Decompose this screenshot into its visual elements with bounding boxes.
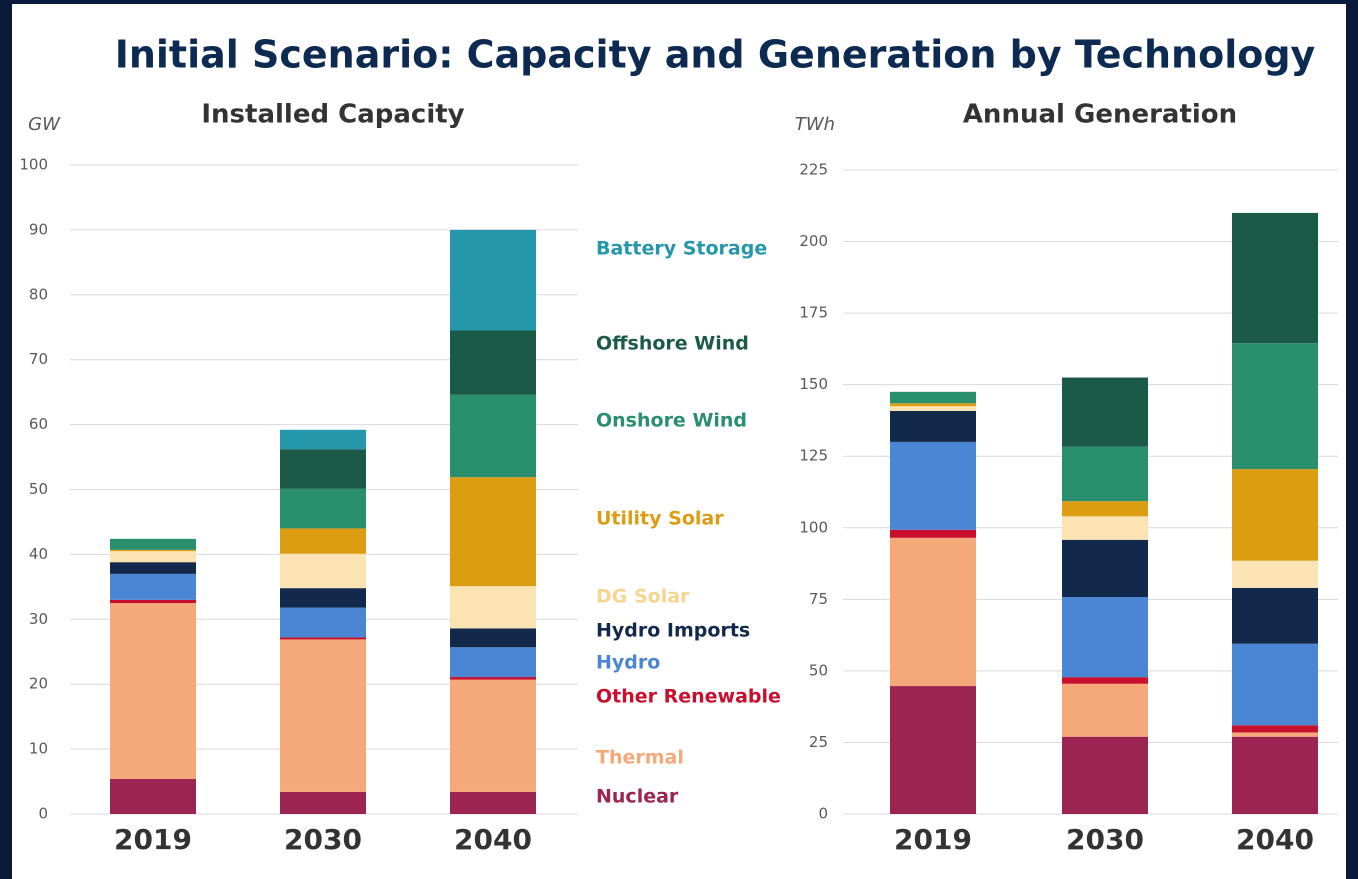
x-tick-label: 2040 (1236, 823, 1314, 856)
y-tick-label: 30 (29, 610, 48, 628)
bar-segment (1062, 501, 1148, 517)
bar-segment (110, 778, 196, 814)
bar-segment (890, 441, 976, 530)
y-tick-label: 125 (799, 447, 828, 465)
y-tick-label: 40 (29, 545, 48, 563)
bar-segment (450, 394, 536, 478)
bar-segment (450, 679, 536, 792)
y-unit: GW (28, 114, 61, 135)
bar-segment (1062, 446, 1148, 502)
bar-segment (450, 677, 536, 680)
bar-segment (280, 449, 366, 489)
bar-segment (890, 403, 976, 407)
bar-segment (450, 791, 536, 814)
bar-segment (1232, 587, 1318, 644)
y-tick-label: 75 (809, 590, 828, 608)
legend-label: Nuclear (596, 786, 679, 808)
bar-segment (450, 647, 536, 678)
y-tick-label: 100 (799, 518, 828, 536)
y-tick-label: 20 (29, 675, 48, 693)
bar-segment (1232, 736, 1318, 814)
bar-segment (1232, 560, 1318, 588)
y-tick-label: 200 (799, 232, 828, 250)
legend-label: Onshore Wind (596, 410, 747, 432)
bar-segment (1232, 643, 1318, 726)
bar-segment (450, 477, 536, 587)
bar-segment (1232, 469, 1318, 561)
bar-segment (890, 410, 976, 442)
bar-segment (110, 562, 196, 574)
bar-segment (450, 330, 536, 395)
y-tick-label: 80 (29, 285, 48, 303)
bar-segment (110, 551, 196, 563)
bar-segment (1062, 683, 1148, 737)
legend-label: Utility Solar (596, 508, 724, 530)
bar-segment (1062, 516, 1148, 540)
bar-segment (110, 573, 196, 600)
y-tick-label: 10 (29, 740, 48, 758)
bar-segment (280, 488, 366, 529)
y-tick-label: 50 (809, 661, 828, 679)
bar-segment (110, 599, 196, 604)
y-tick-label: 150 (799, 375, 828, 393)
bar-segment (280, 429, 366, 450)
bar-segment (1062, 597, 1148, 678)
legend-label: Hydro Imports (596, 620, 750, 642)
bar-segment (1062, 677, 1148, 684)
bar-segment (1232, 212, 1318, 344)
y-tick-label: 225 (799, 161, 828, 179)
legend-label: Battery Storage (596, 238, 767, 260)
bar-segment (890, 537, 976, 687)
bar-segment (450, 229, 536, 331)
y-tick-label: 0 (818, 805, 828, 823)
legend-label: Thermal (596, 747, 684, 769)
bar-segment (1232, 725, 1318, 733)
legend-label: Other Renewable (596, 686, 781, 708)
legend-label: Hydro (596, 652, 660, 674)
y-tick-label: 100 (19, 156, 48, 174)
bar-segment (110, 603, 196, 779)
bar-segment (890, 686, 976, 814)
y-tick-label: 70 (29, 350, 48, 368)
chart-subtitle: Installed Capacity (201, 100, 464, 130)
legend-label: DG Solar (596, 586, 690, 608)
bar-segment (280, 528, 366, 554)
bar-segment (1062, 377, 1148, 447)
chart-subtitle: Annual Generation (963, 100, 1237, 130)
bar-segment (450, 628, 536, 648)
y-tick-label: 50 (29, 480, 48, 498)
y-unit: TWh (795, 114, 835, 135)
x-tick-label: 2019 (114, 823, 192, 856)
legend-label: Offshore Wind (596, 333, 749, 355)
bar-segment (280, 588, 366, 608)
bar-segment (890, 529, 976, 538)
bar-segment (280, 637, 366, 640)
bar-segment (110, 538, 196, 550)
bar-segment (1062, 539, 1148, 598)
bar-segment (1232, 732, 1318, 737)
x-tick-label: 2040 (454, 823, 532, 856)
bar-segment (890, 391, 976, 404)
bar-segment (280, 791, 366, 814)
bar-segment (450, 586, 536, 629)
bar-segment (890, 406, 976, 411)
x-tick-label: 2019 (894, 823, 972, 856)
bar-segment (1062, 736, 1148, 814)
page-title: Initial Scenario: Capacity and Generatio… (115, 33, 1316, 77)
bar-segment (280, 639, 366, 792)
y-tick-label: 25 (809, 733, 828, 751)
x-tick-label: 2030 (284, 823, 362, 856)
bar-segment (280, 607, 366, 638)
bar-segment (110, 549, 196, 552)
y-tick-label: 175 (799, 304, 828, 322)
x-tick-label: 2030 (1066, 823, 1144, 856)
y-tick-label: 60 (29, 415, 48, 433)
y-tick-label: 0 (38, 805, 48, 823)
bar-segment (280, 553, 366, 589)
bar-segment (1232, 343, 1318, 470)
y-tick-label: 90 (29, 220, 48, 238)
